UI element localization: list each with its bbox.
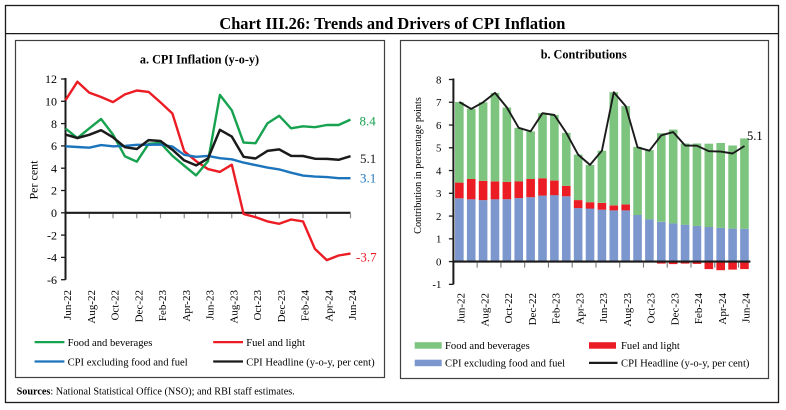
svg-text:8.4: 8.4 [360, 114, 377, 129]
svg-text:Oct-22: Oct-22 [503, 293, 515, 324]
svg-text:Jun-23: Jun-23 [205, 290, 217, 320]
svg-text:Jun-23: Jun-23 [598, 293, 610, 323]
svg-text:Sources: National Statistical: Sources: National Statistical Office (NS… [17, 386, 295, 397]
svg-text:CPI Headline (y-o-y, per cent): CPI Headline (y-o-y, per cent) [621, 359, 750, 370]
svg-text:-3.7: -3.7 [356, 250, 377, 265]
svg-text:CPI Headline (y-o-y, per cent): CPI Headline (y-o-y, per cent) [246, 357, 375, 368]
svg-text:Jun-24: Jun-24 [347, 290, 359, 320]
svg-text:-6: -6 [47, 273, 57, 287]
svg-text:1: 1 [436, 234, 441, 246]
svg-text:Apr-24: Apr-24 [717, 293, 729, 325]
svg-text:Feb-24: Feb-24 [300, 290, 312, 322]
svg-text:-4: -4 [47, 251, 57, 265]
svg-text:Dec-23: Dec-23 [276, 290, 288, 323]
svg-text:CPI excluding food and fuel: CPI excluding food and fuel [68, 357, 188, 368]
svg-text:5.1: 5.1 [360, 151, 376, 166]
svg-text:Jun-24: Jun-24 [741, 293, 753, 323]
svg-text:Food and beverages: Food and beverages [68, 338, 153, 349]
svg-text:Dec-22: Dec-22 [527, 293, 539, 325]
svg-text:Apr-23: Apr-23 [574, 293, 586, 325]
svg-text:Aug-23: Aug-23 [228, 290, 240, 324]
svg-text:Jun-22: Jun-22 [62, 290, 74, 320]
svg-text:Chart III.26: Trends and Drive: Chart III.26: Trends and Drivers of CPI … [219, 14, 565, 33]
svg-text:5: 5 [436, 143, 441, 155]
svg-text:Aug-22: Aug-22 [86, 290, 98, 324]
svg-text:8: 8 [51, 117, 57, 131]
svg-text:Feb-24: Feb-24 [693, 293, 705, 325]
svg-text:7: 7 [436, 97, 442, 109]
svg-text:Oct-23: Oct-23 [646, 293, 658, 324]
svg-text:Aug-22: Aug-22 [479, 293, 491, 327]
svg-text:0: 0 [51, 206, 57, 220]
svg-text:Apr-23: Apr-23 [181, 290, 193, 322]
svg-text:6: 6 [436, 120, 442, 132]
svg-text:3.1: 3.1 [360, 171, 376, 186]
svg-text:Aug-23: Aug-23 [622, 293, 634, 327]
svg-text:-2: -2 [47, 228, 57, 242]
svg-text:Per cent: Per cent [26, 160, 40, 200]
svg-text:-1: -1 [432, 279, 441, 291]
svg-text:0: 0 [436, 256, 441, 268]
svg-text:Feb-23: Feb-23 [157, 290, 169, 322]
svg-text:2: 2 [436, 211, 441, 223]
svg-text:a. CPI Inflation (y-o-y): a. CPI Inflation (y-o-y) [140, 52, 259, 66]
svg-text:Food and beverages: Food and beverages [445, 341, 530, 352]
svg-text:Fuel and light: Fuel and light [246, 338, 305, 349]
svg-text:Feb-23: Feb-23 [551, 293, 563, 325]
svg-text:10: 10 [45, 95, 57, 109]
svg-text:Dec-23: Dec-23 [669, 293, 681, 326]
svg-text:4: 4 [436, 165, 442, 177]
svg-text:CPI excluding food and fuel: CPI excluding food and fuel [445, 359, 565, 370]
svg-text:Apr-24: Apr-24 [323, 290, 335, 322]
svg-text:Dec-22: Dec-22 [133, 290, 145, 322]
svg-text:12: 12 [45, 72, 57, 86]
svg-text:Contribution in percentage poi: Contribution in percentage points [413, 97, 424, 234]
svg-text:4: 4 [51, 161, 57, 175]
svg-text:3: 3 [436, 188, 441, 200]
svg-text:Fuel and light: Fuel and light [621, 341, 680, 352]
svg-text:b. Contributions: b. Contributions [541, 48, 627, 62]
svg-text:5.1: 5.1 [747, 129, 763, 143]
svg-text:2: 2 [51, 184, 57, 198]
svg-text:Jun-22: Jun-22 [456, 293, 468, 323]
svg-text:6: 6 [51, 139, 57, 153]
svg-text:Oct-23: Oct-23 [252, 290, 264, 321]
svg-text:Oct-22: Oct-22 [110, 290, 122, 321]
svg-text:8: 8 [436, 74, 441, 86]
